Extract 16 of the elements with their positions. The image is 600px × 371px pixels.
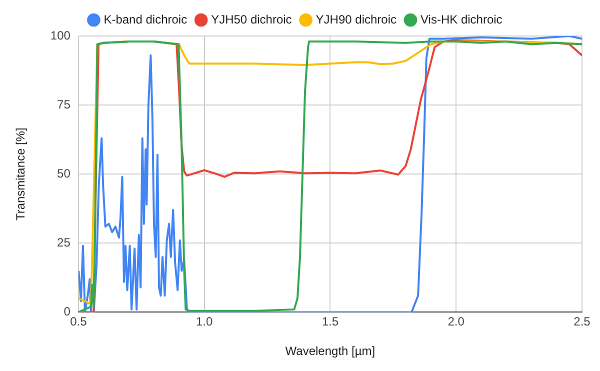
x-tick-label: 1.0 — [196, 314, 213, 329]
x-tick-label: 2.5 — [574, 314, 591, 329]
y-tick-label: 75 — [57, 97, 71, 112]
legend-label: YJH90 dichroic — [316, 12, 396, 26]
x-tick-label: 0.5 — [70, 314, 88, 329]
y-tick-label: 100 — [50, 28, 71, 42]
x-tick-label: 2.0 — [448, 314, 465, 329]
y-tick-label: 0 — [64, 304, 71, 319]
y-tick-label: 50 — [57, 166, 71, 180]
x-tick-label: 1.5 — [322, 314, 339, 329]
legend-label: K-band dichroic — [104, 12, 188, 26]
y-tick-label: 25 — [57, 235, 71, 250]
y-axis-title: Transmitance [%] — [14, 128, 28, 221]
x-axis-title: Wavelength [µm] — [285, 344, 376, 358]
legend-label: YJH50 dichroic — [211, 12, 292, 26]
legend-label: Vis-HK dichroic — [420, 12, 502, 26]
